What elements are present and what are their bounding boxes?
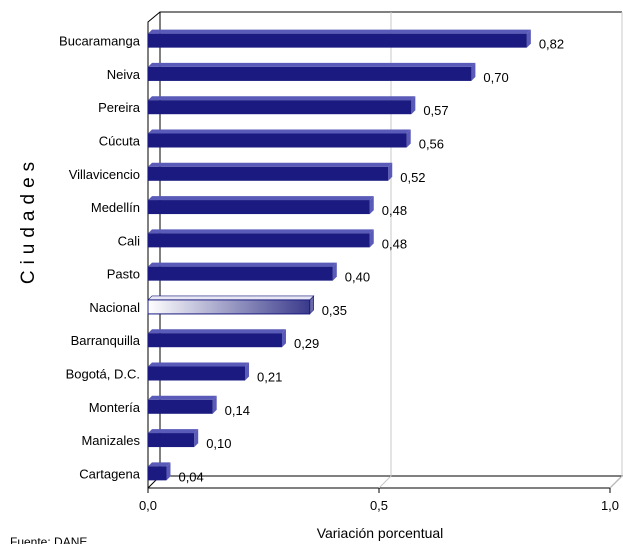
category-label: Manizales (81, 433, 140, 448)
value-label: 0,70 (483, 70, 508, 85)
category-labels: Bucaramanga Neiva Pereira Cúcuta Villavicenc… (59, 34, 141, 482)
bar (148, 429, 199, 448)
category-label: Neiva (107, 67, 141, 82)
value-label: 0,35 (322, 303, 347, 318)
value-label: 0,48 (382, 236, 407, 251)
grid-lines (378, 12, 623, 489)
bar (148, 196, 374, 215)
value-label: 0,04 (178, 469, 203, 484)
value-label: 0,14 (225, 403, 250, 418)
bar (148, 162, 393, 181)
value-label: 0,10 (206, 436, 231, 451)
value-label: 0,29 (294, 336, 319, 351)
x-axis-title: Variación porcentual (317, 525, 444, 541)
category-label: Pasto (107, 267, 140, 282)
category-label: Bucaramanga (59, 34, 141, 49)
value-label: 0,82 (539, 37, 564, 52)
value-label: 0,21 (257, 370, 282, 385)
bar (148, 29, 531, 48)
value-label: 0,48 (382, 203, 407, 218)
bar (148, 329, 286, 348)
value-label: 0,56 (419, 137, 444, 152)
bar (148, 462, 171, 481)
category-label: Cartagena (79, 466, 140, 481)
value-labels: 0,82 0,70 0,57 0,56 0,52 0,48 0,48 0,40 0,35 0,29… (178, 37, 564, 485)
bar (148, 129, 411, 148)
bar (148, 96, 416, 115)
x-tick-label: 0,0 (139, 498, 157, 513)
category-label: Cali (118, 233, 141, 248)
category-label: Nacional (89, 300, 140, 315)
value-label: 0,40 (345, 270, 370, 285)
value-label: 0,57 (423, 103, 448, 118)
category-label: Montería (89, 400, 141, 415)
category-label: Bogotá, D.C. (66, 367, 140, 382)
x-tick-label: 1,0 (601, 498, 619, 513)
bar (148, 262, 337, 281)
value-label: 0,52 (400, 170, 425, 185)
category-label: Pereira (98, 100, 141, 115)
source-note: Fuente: DANE (10, 535, 87, 544)
category-label: Villavicencio (69, 167, 140, 182)
bar (148, 62, 476, 81)
bar (148, 229, 374, 248)
y-axis-title: Ciudades (18, 156, 39, 284)
x-ticks: 0,0 0,5 1,0 (139, 488, 619, 513)
bar (148, 395, 217, 414)
category-label: Cúcuta (99, 134, 141, 149)
category-label: Medellín (91, 200, 140, 215)
bar (148, 362, 250, 381)
bar (147, 295, 315, 315)
category-label: Barranquilla (71, 333, 141, 348)
x-tick-label: 0,5 (370, 498, 388, 513)
bars (147, 29, 531, 481)
